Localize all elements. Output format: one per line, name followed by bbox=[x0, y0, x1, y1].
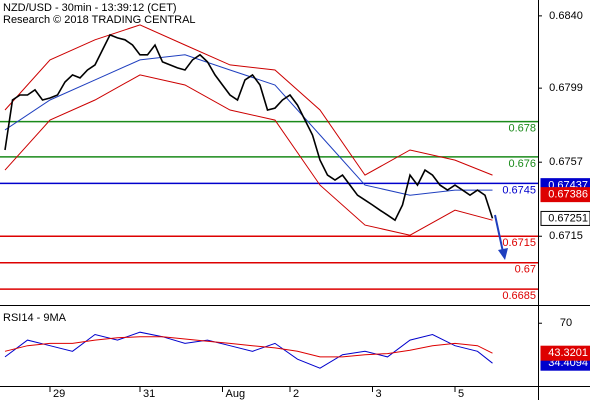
value-badge-label: 0.67251 bbox=[548, 212, 588, 224]
price-line bbox=[4, 33, 494, 222]
value-badge bbox=[540, 187, 590, 203]
y-tick-label: 0.6840 bbox=[549, 10, 583, 22]
overlay-line bbox=[4, 54, 493, 196]
level-label: 0.676 bbox=[508, 158, 536, 170]
value-badge bbox=[540, 345, 590, 361]
value-badge-label: 43.3201 bbox=[548, 347, 588, 359]
x-tick-label: 29 bbox=[53, 388, 65, 400]
y-tick-label: 0.6715 bbox=[549, 230, 583, 242]
rsi-line bbox=[4, 331, 493, 369]
y-tick-label: 70 bbox=[560, 317, 572, 329]
arrow bbox=[494, 214, 504, 253]
x-tick-label: Aug bbox=[226, 388, 246, 400]
plot: 0.6715 0.6757 0.6799 0.6840 0.678 0.676 0.6745… bbox=[0, 10, 590, 400]
level-label: 0.6715 bbox=[502, 237, 536, 249]
y-tick-label: 0.6757 bbox=[549, 156, 583, 168]
y-tick-label: 0.6799 bbox=[549, 82, 583, 94]
rsi-line bbox=[4, 336, 493, 358]
value-badge bbox=[540, 210, 590, 226]
level-label: 0.6685 bbox=[502, 290, 536, 302]
level-label: 0.678 bbox=[508, 123, 536, 135]
level-label: 0.6745 bbox=[502, 184, 536, 196]
chart-subtitle: Research © 2018 TRADING CENTRAL bbox=[3, 14, 196, 26]
x-tick-label: 5 bbox=[458, 388, 464, 400]
chart-title: NZD/USD - 30min - 13:39:12 (CET) bbox=[3, 2, 177, 14]
overlay-line bbox=[4, 24, 493, 176]
value-badge-label: 0.67386 bbox=[548, 189, 588, 201]
rsi-title: RSI14 - 9MA bbox=[3, 312, 67, 324]
x-tick-label: 3 bbox=[376, 388, 382, 400]
level-label: 0.67 bbox=[515, 264, 536, 276]
x-tick-label: 31 bbox=[143, 388, 155, 400]
arrow-head bbox=[498, 248, 508, 260]
overlay-line bbox=[4, 74, 493, 236]
x-tick-label: 2 bbox=[293, 388, 299, 400]
